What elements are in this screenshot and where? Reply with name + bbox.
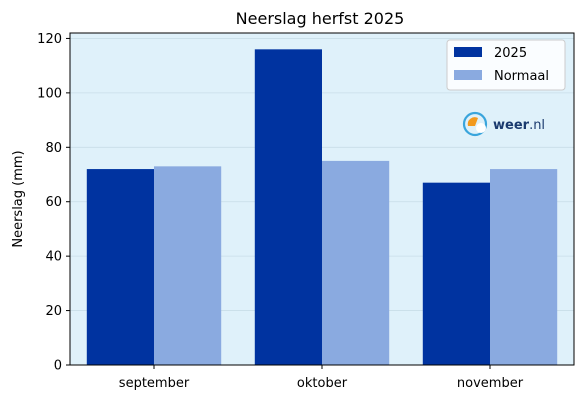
bar-normaal-september — [154, 166, 222, 365]
y-tick-label: 80 — [45, 141, 62, 156]
y-tick-label: 0 — [54, 359, 62, 374]
y-tick-label: 120 — [37, 32, 62, 47]
legend-swatch-normaal — [454, 70, 482, 80]
bars — [86, 49, 558, 365]
legend: 2025 Normaal — [446, 39, 566, 91]
x-axis: september oktober november — [119, 365, 524, 391]
bar-normaal-oktober — [322, 160, 390, 365]
sun-cloud-icon — [462, 111, 488, 137]
x-tick-label: oktober — [297, 376, 348, 391]
y-tick-label: 40 — [45, 250, 62, 265]
y-tick-label: 20 — [45, 304, 62, 319]
y-axis: 0 20 40 60 80 100 120 — [37, 32, 70, 374]
bar-2025-september — [86, 169, 154, 365]
y-tick-label: 100 — [37, 86, 62, 101]
legend-swatch-2025 — [454, 47, 482, 57]
bar-2025-november — [422, 182, 490, 365]
legend-label-2025: 2025 — [494, 46, 527, 61]
legend-label-normaal: Normaal — [494, 69, 549, 84]
bar-2025-oktober — [254, 49, 322, 365]
y-tick-label: 60 — [45, 195, 62, 210]
logo-text: weer.nl — [493, 118, 545, 133]
chart-title: Neerslag herfst 2025 — [236, 9, 405, 28]
x-tick-label: november — [457, 376, 524, 391]
bar-normaal-november — [490, 169, 558, 365]
x-tick-label: september — [119, 376, 190, 391]
y-axis-label: Neerslag (mm) — [11, 150, 26, 247]
weer-nl-logo: weer.nl — [462, 111, 545, 137]
